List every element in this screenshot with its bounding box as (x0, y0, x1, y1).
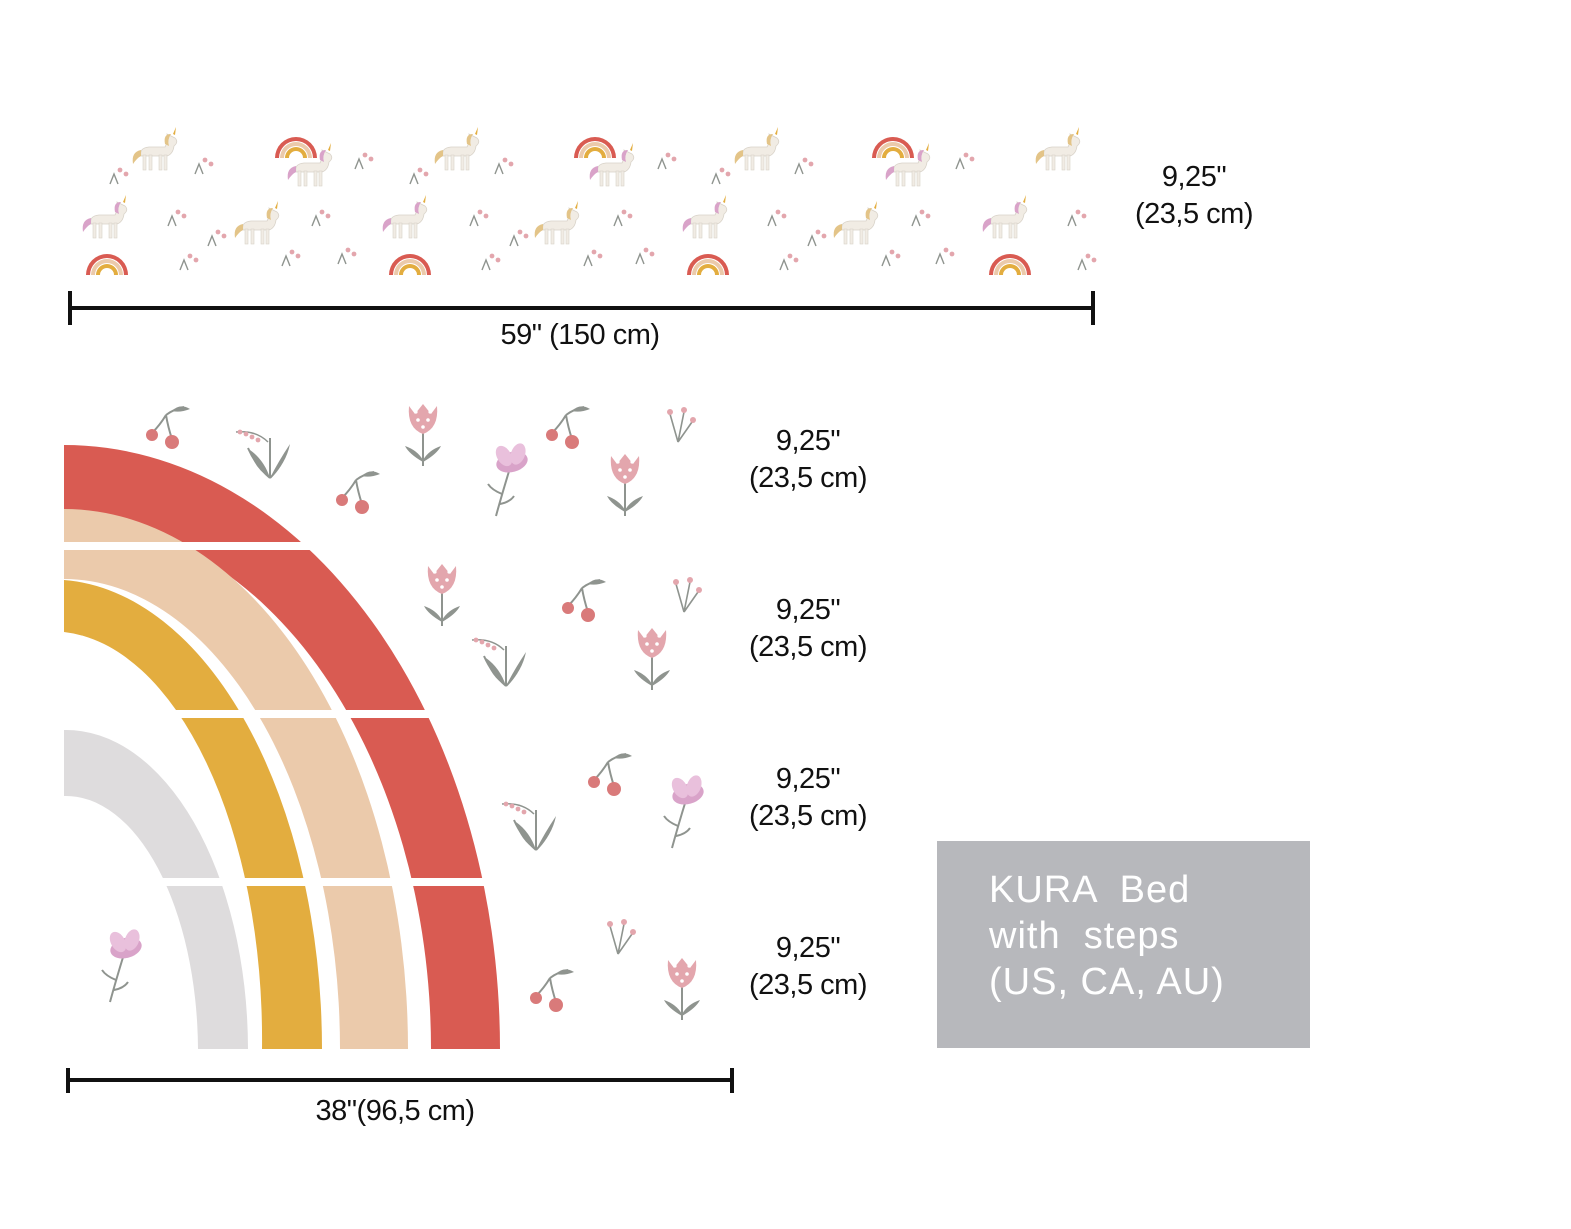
note-line-3: (US, CA, AU) (989, 961, 1225, 1003)
note-box-text: KURA Bed with steps (US, CA, AU) (989, 867, 1225, 1005)
rainbow-row-2-height-label: 9,25" (23,5 cm) (738, 592, 878, 666)
rainbow-width-dimension-line (66, 1068, 734, 1093)
rainbow-panel-width-label: 38"(96,5 cm) (315, 1095, 475, 1127)
height-cm: (23,5 cm) (1135, 198, 1253, 230)
height-inches: 9,25" (775, 425, 841, 457)
top-width-dimension-line (68, 291, 1095, 325)
height-inches: 9,25" (1161, 161, 1227, 193)
top-panel-width-label: 59" (150 cm) (500, 319, 660, 351)
height-cm: (23,5 cm) (749, 631, 867, 663)
height-inches: 9,25" (775, 594, 841, 626)
rainbow-row-4-height-label: 9,25" (23,5 cm) (738, 930, 878, 1004)
height-inches: 9,25" (775, 763, 841, 795)
top-panel-height-label: 9,25" (23,5 cm) (1124, 159, 1264, 233)
height-cm: (23,5 cm) (749, 969, 867, 1001)
height-cm: (23,5 cm) (749, 462, 867, 494)
rainbow-row-3-height-label: 9,25" (23,5 cm) (738, 761, 878, 835)
height-cm: (23,5 cm) (749, 800, 867, 832)
height-inches: 9,25" (775, 932, 841, 964)
rainbow-decal (64, 445, 714, 1050)
note-line-1: KURA Bed (989, 869, 1191, 911)
rainbow-row-1-height-label: 9,25" (23,5 cm) (738, 423, 878, 497)
kura-bed-note-box: KURA Bed with steps (US, CA, AU) (937, 841, 1310, 1048)
note-line-2: with steps (989, 915, 1180, 957)
unicorn-pattern-strip (82, 126, 1098, 275)
